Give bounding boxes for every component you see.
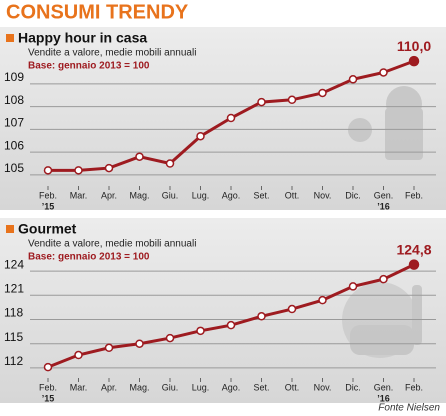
data-point bbox=[165, 333, 175, 343]
x-tick-label: Lug. bbox=[192, 190, 210, 200]
data-point bbox=[196, 131, 205, 141]
x-tick-label: Ott. bbox=[285, 190, 300, 200]
x-tick-label: Apr. bbox=[101, 190, 117, 200]
x-tick-label: Mag. bbox=[129, 190, 149, 200]
y-tick-label: 109 bbox=[4, 70, 24, 84]
base-note: Base: gennaio 2013 = 100 bbox=[28, 61, 150, 72]
y-tick-label: 118 bbox=[4, 306, 23, 320]
y-tick-label: 106 bbox=[4, 138, 24, 152]
legend-swatch bbox=[6, 225, 14, 233]
x-tick-label: Nov. bbox=[314, 382, 332, 392]
x-tick-label: Feb. bbox=[39, 190, 57, 200]
data-point bbox=[408, 55, 420, 67]
x-tick-label: Giu. bbox=[162, 382, 179, 392]
y-tick-label: 108 bbox=[4, 93, 24, 107]
data-point bbox=[104, 343, 114, 353]
x-tick-label: Nov. bbox=[314, 190, 332, 200]
data-point bbox=[226, 320, 236, 330]
legend-swatch bbox=[6, 34, 14, 42]
x-year-label: ’15 bbox=[42, 393, 55, 403]
x-year-label: ’16 bbox=[377, 201, 390, 211]
data-point bbox=[379, 274, 388, 284]
data-point bbox=[379, 68, 388, 77]
end-label: 110,0 bbox=[397, 38, 431, 54]
data-point bbox=[135, 152, 144, 161]
panel-subtitle: Vendite a valore, medie mobili annuali bbox=[28, 48, 196, 59]
x-tick-label: Feb. bbox=[39, 382, 57, 392]
y-tick-label: 105 bbox=[4, 161, 24, 175]
y-tick-label: 112 bbox=[4, 354, 23, 368]
data-point bbox=[318, 295, 327, 305]
source: Fonte Nielsen bbox=[378, 403, 440, 414]
data-point bbox=[348, 282, 358, 291]
data-point bbox=[165, 159, 175, 168]
panel-background bbox=[0, 27, 446, 210]
data-point bbox=[196, 326, 205, 336]
x-tick-label: Ago. bbox=[222, 382, 241, 392]
x-tick-label: Mar. bbox=[70, 190, 88, 200]
y-tick-label: 115 bbox=[4, 330, 23, 344]
x-tick-label: Ott. bbox=[285, 382, 300, 392]
data-point bbox=[135, 339, 144, 348]
x-tick-label: Gen. bbox=[374, 190, 394, 200]
data-point bbox=[287, 304, 297, 314]
x-tick-label: Lug. bbox=[192, 382, 210, 392]
x-tick-label: Dic. bbox=[345, 382, 361, 392]
data-point bbox=[257, 312, 266, 321]
y-tick-label: 124 bbox=[4, 257, 24, 271]
x-tick-label: Set. bbox=[253, 382, 269, 392]
x-tick-label: Feb. bbox=[405, 190, 423, 200]
x-tick-label: Dic. bbox=[345, 190, 361, 200]
x-tick-label: Apr. bbox=[101, 382, 117, 392]
data-point bbox=[287, 95, 297, 105]
data-point bbox=[43, 166, 53, 175]
x-tick-label: Mag. bbox=[129, 382, 149, 392]
data-point bbox=[318, 88, 327, 98]
base-note: Base: gennaio 2013 = 100 bbox=[28, 252, 150, 263]
panel-subtitle: Vendite a valore, medie mobili annuali bbox=[28, 239, 196, 250]
y-tick-label: 121 bbox=[4, 281, 24, 295]
x-tick-label: Mar. bbox=[70, 382, 88, 392]
x-year-label: ’15 bbox=[42, 201, 55, 211]
panel-title: Happy hour in casa bbox=[18, 30, 147, 46]
data-point bbox=[43, 362, 53, 372]
x-tick-label: Giu. bbox=[162, 190, 179, 200]
x-year-label: ’16 bbox=[377, 393, 390, 403]
y-tick-label: 107 bbox=[4, 116, 24, 130]
page-title: CONSUMI TRENDY bbox=[6, 1, 189, 23]
panel-title: Gourmet bbox=[18, 221, 77, 237]
data-point bbox=[348, 75, 358, 84]
data-point bbox=[74, 166, 83, 175]
x-tick-label: Feb. bbox=[405, 382, 423, 392]
data-point bbox=[257, 97, 266, 107]
x-tick-label: Set. bbox=[253, 190, 269, 200]
data-point bbox=[74, 350, 83, 360]
data-point bbox=[104, 163, 114, 173]
data-point bbox=[226, 113, 236, 123]
data-point bbox=[408, 259, 420, 270]
x-tick-label: Gen. bbox=[374, 382, 394, 392]
end-label: 124,8 bbox=[396, 241, 431, 257]
x-tick-label: Ago. bbox=[222, 190, 241, 200]
